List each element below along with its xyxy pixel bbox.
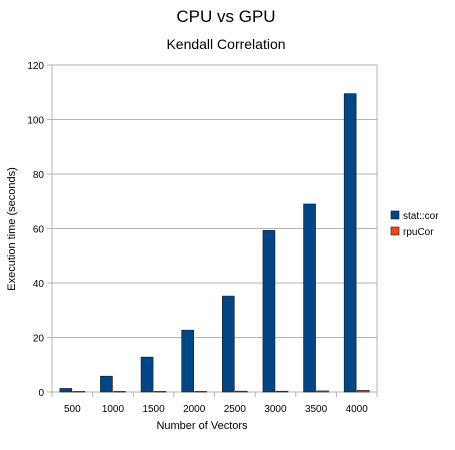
legend-swatch — [390, 226, 400, 236]
chart-title: CPU vs GPU — [176, 7, 275, 26]
chart-subtitle: Kendall Correlation — [166, 36, 285, 52]
bar-rpucor — [153, 391, 167, 393]
bar-stat-cor — [343, 93, 357, 393]
bars — [59, 93, 370, 393]
y-tick-label: 40 — [33, 279, 45, 290]
bar-rpucor — [356, 390, 370, 393]
x-tick-label: 4000 — [346, 404, 369, 415]
bar-stat-cor — [181, 329, 194, 393]
bar-stat-cor — [140, 356, 154, 393]
bar-stat-cor — [262, 230, 276, 393]
x-axis: 500 1000 1500 2000 2500 3000 3500 4000 — [51, 392, 378, 415]
y-axis: 0 20 40 60 80 100 120 — [27, 61, 52, 399]
bar-stat-cor — [303, 203, 316, 393]
y-axis-label: Execution time (seconds) — [6, 167, 18, 291]
x-tick-label: 500 — [64, 404, 81, 415]
y-tick-label: 100 — [27, 116, 44, 127]
y-tick-label: 120 — [27, 61, 44, 72]
bar-rpucor — [275, 390, 289, 393]
bar-rpucor — [235, 390, 248, 393]
y-tick-label: 60 — [33, 225, 45, 236]
x-tick-label: 3500 — [305, 404, 328, 415]
bar-rpucor — [194, 391, 207, 393]
x-axis-label: Number of Vectors — [156, 420, 248, 432]
x-tick-label: 3000 — [264, 404, 287, 415]
x-tick-label: 1000 — [102, 404, 125, 415]
x-tick-label: 1500 — [142, 404, 165, 415]
x-tick-label: 2500 — [224, 404, 247, 415]
grid — [52, 119, 377, 338]
bar-rpucor — [316, 390, 329, 393]
legend-label: stat::cor — [403, 211, 439, 222]
bar-stat-cor — [59, 388, 73, 393]
bar-stat-cor — [222, 295, 235, 393]
legend-label: rpuCor — [403, 227, 434, 238]
bar-stat-cor — [100, 375, 113, 393]
legend-swatch — [390, 210, 400, 220]
y-tick-label: 0 — [38, 388, 44, 399]
bar-rpucor — [72, 391, 86, 393]
y-tick-label: 20 — [33, 334, 45, 345]
bar-rpucor — [113, 391, 126, 393]
x-tick-label: 2000 — [183, 404, 206, 415]
y-tick-label: 80 — [33, 170, 45, 181]
